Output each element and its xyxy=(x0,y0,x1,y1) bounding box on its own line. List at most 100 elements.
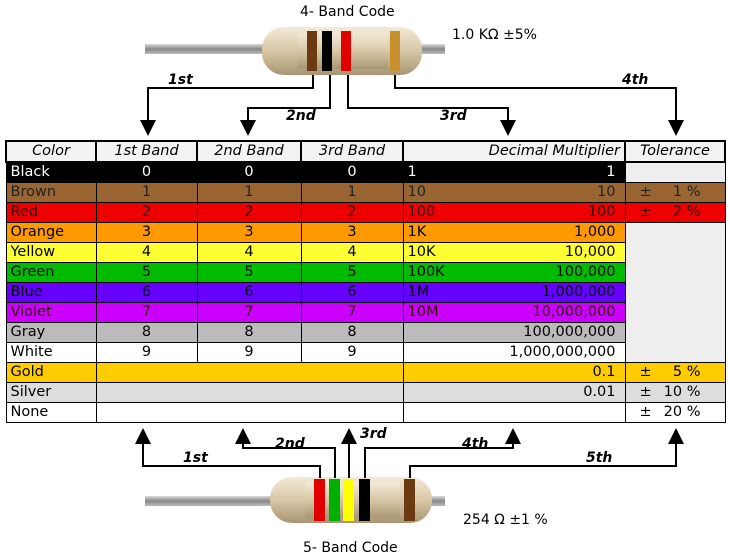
color-name: None xyxy=(5,402,97,423)
table-row: Silver 0.01 ±10 % xyxy=(5,382,726,403)
multiplier-value: 1,000,000,000 xyxy=(509,344,616,360)
table-row: Orange 3 3 3 1K 1,000 xyxy=(5,222,726,363)
band-digit: 6 xyxy=(95,282,198,303)
color-band xyxy=(390,31,400,71)
multiplier-value: 1,000,000 xyxy=(541,284,616,300)
band-digit: 4 xyxy=(196,242,302,263)
multiplier xyxy=(402,402,626,423)
bottom-arrow-label-2nd: 2nd xyxy=(275,436,305,452)
multiplier: 1K 1,000 xyxy=(402,222,626,243)
multiplier: 0.01 xyxy=(402,382,626,403)
multiplier-short: 100 xyxy=(407,204,436,220)
multiplier: 10K 10,000 xyxy=(402,242,626,263)
bottom-arrow-label-5th: 5th xyxy=(586,450,613,466)
table-row: Yellow 4 4 4 10K 10,000 xyxy=(5,242,725,263)
color-band xyxy=(314,479,325,521)
header-1st-band: 1st Band xyxy=(95,140,198,163)
plus-minus: ± xyxy=(639,404,652,420)
top-arrow-label-2nd: 2nd xyxy=(286,108,316,124)
multiplier: 10 10 xyxy=(402,182,626,203)
color-band xyxy=(404,479,415,521)
band-digit: 1 xyxy=(300,182,404,203)
table-row: Gold 0.1 ±5 % xyxy=(5,362,726,383)
plus-minus: ± xyxy=(639,204,652,220)
color-band xyxy=(322,31,332,71)
multiplier-value: 0.01 xyxy=(583,384,616,400)
header-color: Color xyxy=(5,140,97,163)
multiplier-short: 10K xyxy=(407,244,436,260)
band-empty xyxy=(95,382,404,403)
band-digit: 1 xyxy=(95,182,198,203)
band-digit: 8 xyxy=(95,322,198,343)
multiplier-short: 1 xyxy=(407,164,417,180)
band-digit: 9 xyxy=(95,342,198,363)
top-arrows xyxy=(140,75,684,136)
table-row: None ±20 % xyxy=(5,402,726,423)
color-name: Green xyxy=(5,262,97,283)
five-band-title: 5- Band Code xyxy=(303,540,398,556)
multiplier-value: 10 xyxy=(597,184,616,200)
multiplier-value: 1 xyxy=(606,164,616,180)
multiplier: 0.1 xyxy=(402,362,626,383)
multiplier-short: 1K xyxy=(407,224,427,240)
color-name: Gold xyxy=(5,362,97,383)
multiplier-short: 10M xyxy=(407,304,439,320)
color-code-table: Color 1st Band 2nd Band 3rd Band Decimal… xyxy=(5,140,726,423)
color-band xyxy=(307,31,317,71)
bottom-arrow-label-4th: 4th xyxy=(462,436,489,452)
five-band-value: 254 Ω ±1 % xyxy=(463,512,548,528)
table-row: White 9 9 9 1,000,000,000 xyxy=(5,342,725,363)
multiplier-value: 10,000 xyxy=(564,244,616,260)
table-row: Gray 8 8 8 100,000,000 xyxy=(5,322,725,343)
plus-minus: ± xyxy=(639,184,652,200)
table-header: Color 1st Band 2nd Band 3rd Band Decimal… xyxy=(5,140,726,163)
four-band-value: 1.0 KΩ ±5% xyxy=(452,27,537,43)
band-digit: 6 xyxy=(300,282,404,303)
tolerance-empty xyxy=(624,222,726,363)
band-digit: 3 xyxy=(196,222,302,243)
tolerance-value: 2 % xyxy=(672,204,701,220)
band-digit: 8 xyxy=(196,322,302,343)
multiplier: 100,000,000 xyxy=(402,322,626,343)
plus-minus: ± xyxy=(639,384,652,400)
multiplier: 10M 10,000,000 xyxy=(402,302,626,323)
band-digit: 7 xyxy=(300,302,404,323)
multiplier: 100K 100,000 xyxy=(402,262,626,283)
band-digit: 9 xyxy=(196,342,302,363)
tolerance-value: 20 % xyxy=(663,404,701,420)
color-name: Orange xyxy=(5,222,97,243)
tolerance: ±5 % xyxy=(624,362,726,383)
color-band xyxy=(343,479,354,521)
band-empty xyxy=(95,362,404,383)
multiplier-value: 100,000 xyxy=(555,264,616,280)
band-digit: 9 xyxy=(300,342,404,363)
multiplier: 1M 1,000,000 xyxy=(402,282,626,303)
color-name: Gray xyxy=(5,322,97,343)
top-arrow-label-3rd: 3rd xyxy=(440,108,467,124)
tolerance: ±10 % xyxy=(624,382,726,403)
band-digit: 7 xyxy=(196,302,302,323)
tolerance-value: 10 % xyxy=(663,384,701,400)
table-row: Green 5 5 5 100K 100,000 xyxy=(5,262,725,283)
band-digit: 3 xyxy=(300,222,404,243)
tolerance-value: 5 % xyxy=(672,364,701,380)
band-empty xyxy=(95,402,404,423)
color-band xyxy=(329,479,340,521)
table-row: Brown 1 1 1 10 10 ±1 % xyxy=(5,182,726,203)
multiplier-value: 0.1 xyxy=(592,364,616,380)
band-digit: 2 xyxy=(95,202,198,223)
color-name: Red xyxy=(5,202,97,223)
tolerance: ±1 % xyxy=(624,182,726,203)
color-name: Brown xyxy=(5,182,97,203)
band-digit: 0 xyxy=(95,161,198,183)
band-digit: 4 xyxy=(95,242,198,263)
color-name: Blue xyxy=(5,282,97,303)
band-digit: 0 xyxy=(300,161,404,183)
top-arrow-label-4th: 4th xyxy=(622,72,649,88)
bottom-arrows xyxy=(135,428,684,478)
multiplier-value: 100 xyxy=(587,204,616,220)
multiplier: 1,000,000,000 xyxy=(402,342,626,363)
color-name: White xyxy=(5,342,97,363)
color-name: Violet xyxy=(5,302,97,323)
